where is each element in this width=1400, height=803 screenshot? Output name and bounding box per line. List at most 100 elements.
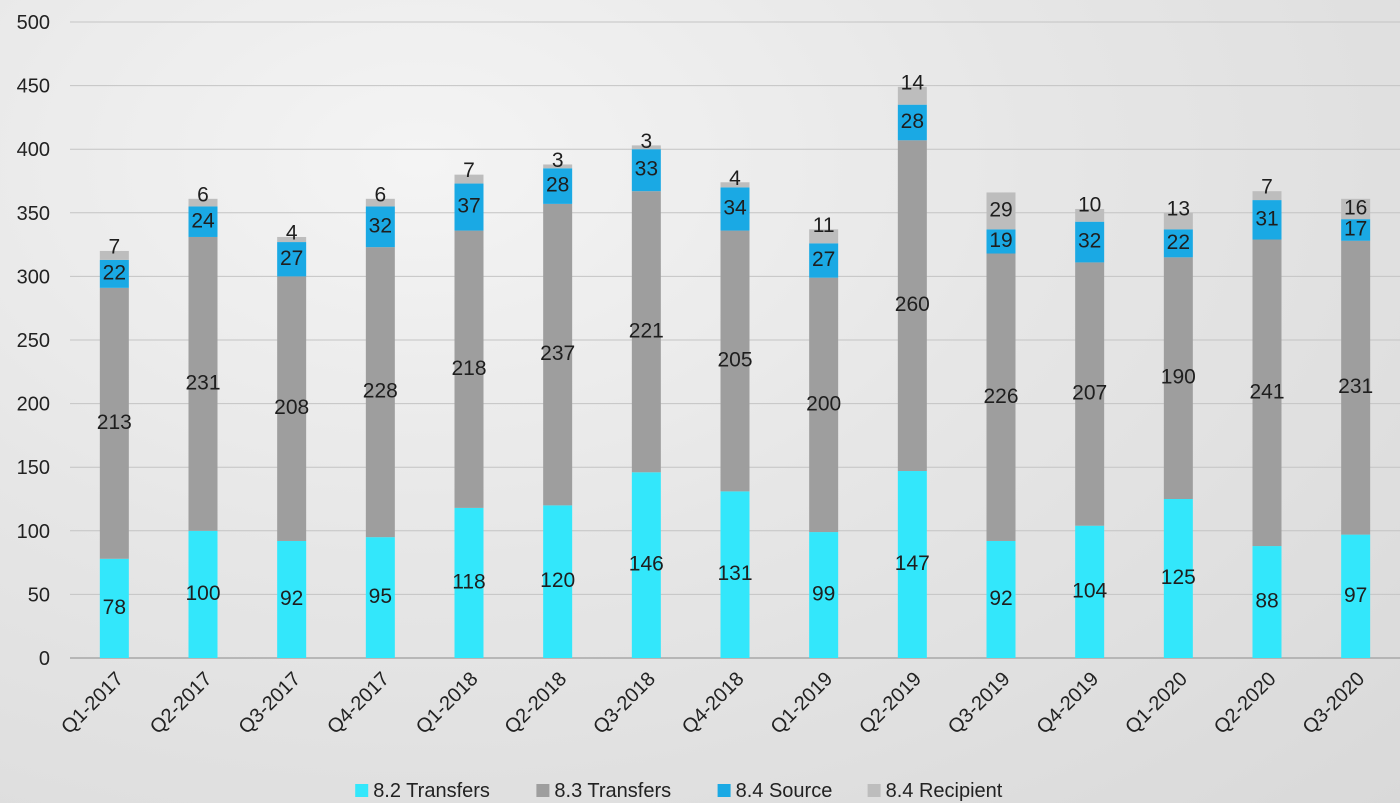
y-tick-label: 500	[17, 12, 50, 34]
bar-segment	[365, 206, 395, 248]
data-label: 11	[813, 214, 835, 237]
data-label: 29	[989, 198, 1012, 221]
bar-segment	[1163, 257, 1193, 499]
data-label: 146	[629, 553, 664, 576]
bar-segment	[277, 236, 307, 243]
data-label: 120	[540, 569, 575, 592]
bar-segment	[1252, 200, 1282, 240]
data-label: 4	[729, 167, 741, 190]
bar-segment	[809, 532, 839, 658]
data-label: 14	[901, 71, 925, 94]
data-label: 92	[989, 587, 1012, 610]
data-label: 24	[191, 209, 215, 232]
bar-segment	[897, 471, 927, 658]
bar-segment	[188, 206, 218, 237]
data-label: 200	[806, 392, 841, 415]
data-label: 205	[717, 349, 752, 372]
bar-segment	[1163, 212, 1193, 230]
data-label: 95	[369, 585, 392, 608]
data-label: 32	[369, 214, 392, 237]
data-label: 27	[280, 247, 303, 270]
bar-segment	[897, 140, 927, 472]
data-label: 6	[374, 183, 386, 206]
data-label: 231	[1338, 375, 1373, 398]
y-tick-label: 200	[17, 394, 50, 416]
data-label: 7	[1261, 176, 1273, 199]
bar-segment	[1252, 239, 1282, 547]
bar-segment	[277, 242, 307, 277]
data-label: 118	[452, 570, 485, 593]
bar-segment	[720, 230, 750, 492]
data-labels: 7821322710023124692208274952283261182183…	[97, 71, 1373, 619]
y-tick-label: 0	[39, 648, 50, 670]
y-tick-label: 150	[17, 457, 50, 479]
bar-segment	[543, 203, 573, 506]
bars	[99, 86, 1371, 658]
bar-segment	[1075, 525, 1105, 658]
x-tick-label: Q3-2017	[235, 668, 306, 739]
x-tick-label: Q1-2020	[1121, 668, 1192, 739]
bar-segment	[277, 540, 307, 658]
bar-segment	[1075, 262, 1105, 526]
bar-segment	[188, 530, 218, 658]
legend-swatch	[536, 784, 550, 797]
legend-entry: 8.4 Source	[736, 780, 833, 802]
x-tick-label: Q3-2020	[1299, 668, 1370, 739]
bar-segment	[543, 168, 573, 204]
data-label: 221	[629, 319, 664, 342]
y-tick-label: 50	[28, 584, 50, 606]
bar-segment	[277, 276, 307, 541]
bar-segment	[1341, 534, 1371, 658]
x-tick-label: Q3-2019	[944, 668, 1015, 739]
data-label: 10	[1078, 194, 1101, 217]
y-tick-label: 100	[17, 521, 50, 543]
y-tick-label: 400	[17, 139, 50, 161]
data-label: 97	[1344, 584, 1367, 607]
data-label: 241	[1249, 380, 1284, 403]
x-tick-label: Q4-2017	[323, 668, 394, 739]
bar-segment	[454, 507, 484, 658]
legend-swatch	[355, 784, 369, 797]
legend-swatch	[717, 784, 731, 797]
bar-segment	[1341, 219, 1371, 241]
data-label: 27	[812, 248, 835, 271]
bar-segment	[631, 145, 661, 150]
bar-segment	[1341, 240, 1371, 535]
bar-segment	[365, 247, 395, 538]
data-label: 22	[103, 261, 126, 284]
data-label: 131	[717, 562, 752, 585]
x-tick-label: Q4-2018	[678, 668, 749, 739]
data-label: 19	[989, 229, 1012, 252]
bar-segment	[986, 253, 1016, 541]
data-label: 32	[1078, 230, 1101, 253]
data-label: 28	[546, 174, 569, 197]
y-tick-label: 300	[17, 266, 50, 288]
bar-segment	[99, 250, 129, 260]
bar-segment	[986, 540, 1016, 658]
bar-segment	[720, 187, 750, 231]
data-label: 88	[1255, 590, 1278, 613]
x-tick-label: Q2-2019	[855, 668, 926, 739]
bar-segment	[1075, 208, 1105, 222]
data-label: 37	[457, 195, 480, 218]
x-axis: Q1-2017 Q2-2017 Q3-2017 Q4-2017 Q1-2018 Q2-20…	[57, 668, 1369, 739]
x-tick-label: Q4-2019	[1033, 668, 1104, 739]
bar-segment	[365, 198, 395, 207]
bar-segment	[1075, 221, 1105, 263]
data-label: 33	[635, 158, 658, 181]
data-label: 4	[286, 222, 298, 245]
data-label: 100	[185, 582, 220, 605]
data-label: 28	[901, 110, 924, 133]
data-label: 3	[552, 149, 564, 172]
bar-segment	[454, 230, 484, 508]
data-label: 260	[895, 293, 930, 316]
data-label: 147	[895, 552, 930, 575]
y-tick-label: 350	[17, 203, 50, 225]
x-tick-label: Q3-2018	[589, 668, 660, 739]
y-axis: 0 50 100 150 200 250 300 350 400 450 500	[17, 12, 50, 670]
bar-segment	[454, 174, 484, 184]
data-label: 17	[1344, 218, 1367, 241]
legend: 8.2 Transfers 8.3 Transfers 8.4 Source 8.4 …	[355, 780, 1003, 802]
data-label: 190	[1161, 366, 1196, 389]
data-label: 3	[640, 130, 652, 153]
